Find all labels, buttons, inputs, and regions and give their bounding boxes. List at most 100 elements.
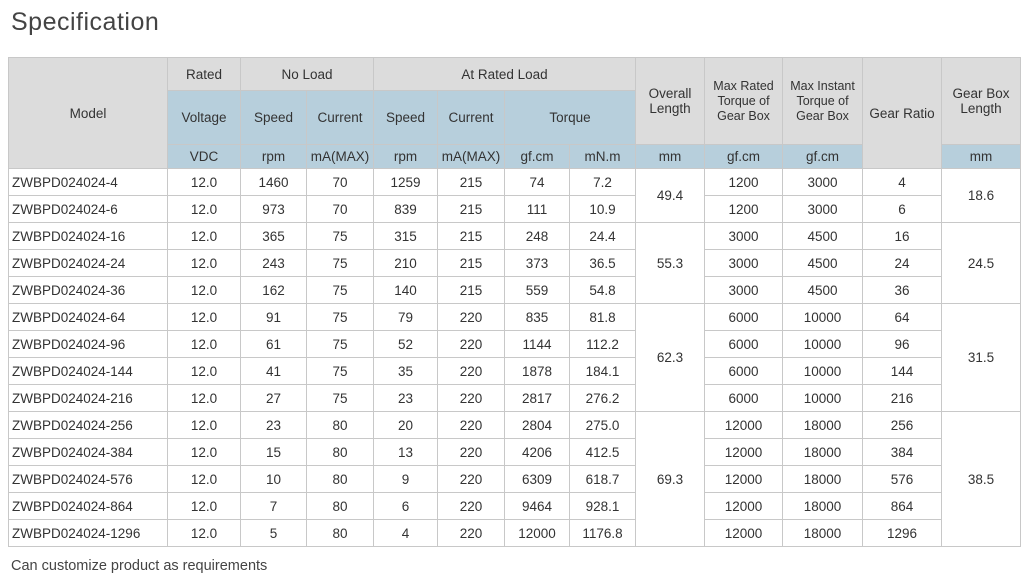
cell-max-instant: 4500 — [782, 276, 864, 304]
header-nl-speed: Speed — [240, 90, 307, 145]
cell-nl-current: 70 — [305, 168, 375, 196]
cell-model: ZWBPD024024-216 — [8, 384, 168, 412]
cell-voltage: 12.0 — [167, 249, 241, 277]
cell-gear-ratio: 144 — [862, 357, 943, 385]
cell-nl-speed: 243 — [240, 249, 307, 277]
table-row: ZWBPD024024-216 12.0 27 75 23 220 2817 276.2 600… — [8, 384, 1021, 412]
cell-nl-speed: 162 — [240, 276, 307, 304]
cell-gear-box-length: 24.5 — [941, 222, 1022, 304]
table-row: ZWBPD024024-864 12.0 7 80 6 220 9464 928.1 12000… — [8, 492, 1021, 520]
cell-nl-current: 80 — [305, 438, 375, 466]
cell-max-rated: 12000 — [704, 465, 784, 493]
cell-torque-gf: 373 — [504, 249, 571, 277]
cell-gear-ratio: 256 — [862, 411, 943, 439]
cell-model: ZWBPD024024-864 — [8, 492, 168, 520]
unit-voltage: VDC — [167, 144, 241, 169]
cell-rl-current: 220 — [437, 438, 506, 466]
cell-nl-speed: 15 — [240, 438, 307, 466]
table-row: ZWBPD024024-24 12.0 243 75 210 215 373 36.5 3000… — [8, 249, 1021, 277]
cell-max-rated: 3000 — [704, 222, 784, 250]
header-rated: Rated — [167, 57, 241, 91]
cell-torque-mn: 81.8 — [569, 303, 637, 331]
cell-torque-mn: 928.1 — [569, 492, 637, 520]
cell-max-rated: 6000 — [704, 303, 784, 331]
cell-max-instant: 18000 — [782, 492, 864, 520]
table-row: ZWBPD024024-4 12.0 1460 70 1259 215 74 7.2 49.4 1… — [8, 168, 1022, 223]
cell-max-instant: 4500 — [782, 222, 864, 250]
cell-max-rated: 12000 — [704, 492, 784, 520]
cell-voltage: 12.0 — [167, 195, 241, 223]
cell-nl-current: 75 — [305, 249, 375, 277]
cell-rl-current: 220 — [437, 411, 506, 439]
cell-torque-mn: 7.2 — [569, 168, 637, 196]
cell-rl-current: 215 — [437, 195, 506, 223]
cell-rl-current: 220 — [437, 519, 506, 547]
cell-gear-box-length: 18.6 — [941, 168, 1022, 223]
cell-rl-speed: 140 — [373, 276, 439, 304]
cell-nl-speed: 973 — [240, 195, 307, 223]
cell-rl-speed: 210 — [373, 249, 439, 277]
cell-model: ZWBPD024024-384 — [8, 438, 168, 466]
cell-max-instant: 18000 — [782, 411, 864, 439]
cell-torque-mn: 275.0 — [569, 411, 637, 439]
cell-overall-length: 49.4 — [635, 168, 706, 223]
cell-torque-gf: 74 — [504, 168, 571, 196]
cell-torque-gf: 111 — [504, 195, 571, 223]
cell-model: ZWBPD024024-64 — [8, 303, 168, 331]
cell-gear-ratio: 576 — [862, 465, 943, 493]
header-max-instant-torque: Max Instant Torque of Gear Box — [782, 57, 864, 145]
cell-torque-mn: 10.9 — [569, 195, 637, 223]
cell-rl-speed: 839 — [373, 195, 439, 223]
unit-torque-mn: mN.m — [569, 144, 637, 169]
cell-voltage: 12.0 — [167, 330, 241, 358]
cell-voltage: 12.0 — [167, 168, 241, 196]
cell-nl-speed: 365 — [240, 222, 307, 250]
cell-rl-speed: 13 — [373, 438, 439, 466]
cell-voltage: 12.0 — [167, 492, 241, 520]
header-voltage: Voltage — [167, 90, 241, 145]
table-row: ZWBPD024024-6 12.0 973 70 839 215 111 10.9 1200 3… — [8, 195, 1021, 223]
unit-nl-current: mA(MAX) — [305, 144, 375, 169]
cell-torque-mn: 184.1 — [569, 357, 637, 385]
cell-torque-gf: 1144 — [504, 330, 571, 358]
cell-model: ZWBPD024024-256 — [8, 411, 168, 439]
cell-rl-current: 220 — [437, 303, 506, 331]
unit-rl-speed: rpm — [373, 144, 439, 169]
cell-voltage: 12.0 — [167, 222, 241, 250]
cell-nl-speed: 5 — [240, 519, 307, 547]
cell-max-instant: 4500 — [782, 249, 864, 277]
cell-nl-current: 75 — [305, 276, 375, 304]
cell-max-rated: 12000 — [704, 411, 784, 439]
cell-torque-mn: 1176.8 — [569, 519, 637, 547]
cell-gear-box-length: 31.5 — [941, 303, 1022, 412]
table-row: ZWBPD024024-1296 12.0 5 80 4 220 12000 1176.8 12… — [8, 519, 1021, 547]
unit-gear-box-length: mm — [941, 144, 1022, 169]
header-rl-current: Current — [437, 90, 506, 145]
cell-torque-mn: 276.2 — [569, 384, 637, 412]
cell-rl-current: 220 — [437, 384, 506, 412]
cell-nl-speed: 61 — [240, 330, 307, 358]
unit-overall-length: mm — [635, 144, 706, 169]
cell-max-instant: 18000 — [782, 438, 864, 466]
cell-overall-length: 55.3 — [635, 222, 706, 304]
cell-max-instant: 10000 — [782, 384, 864, 412]
cell-nl-speed: 27 — [240, 384, 307, 412]
header-gear-ratio: Gear Ratio — [862, 57, 943, 169]
header-overall-length: Overall Length — [635, 57, 706, 145]
cell-torque-gf: 1878 — [504, 357, 571, 385]
cell-torque-mn: 36.5 — [569, 249, 637, 277]
cell-gear-ratio: 96 — [862, 330, 943, 358]
header-gear-box-length: Gear Box Length — [941, 57, 1022, 145]
cell-max-rated: 3000 — [704, 276, 784, 304]
cell-rl-speed: 4 — [373, 519, 439, 547]
cell-gear-ratio: 36 — [862, 276, 943, 304]
cell-max-instant: 18000 — [782, 519, 864, 547]
cell-torque-gf: 2804 — [504, 411, 571, 439]
unit-rl-current: mA(MAX) — [437, 144, 506, 169]
cell-nl-current: 80 — [305, 492, 375, 520]
cell-voltage: 12.0 — [167, 357, 241, 385]
cell-torque-mn: 412.5 — [569, 438, 637, 466]
table-row: ZWBPD024024-256 12.0 23 80 20 220 2804 275.0 69.… — [8, 411, 1022, 547]
cell-max-instant: 18000 — [782, 465, 864, 493]
cell-nl-speed: 1460 — [240, 168, 307, 196]
